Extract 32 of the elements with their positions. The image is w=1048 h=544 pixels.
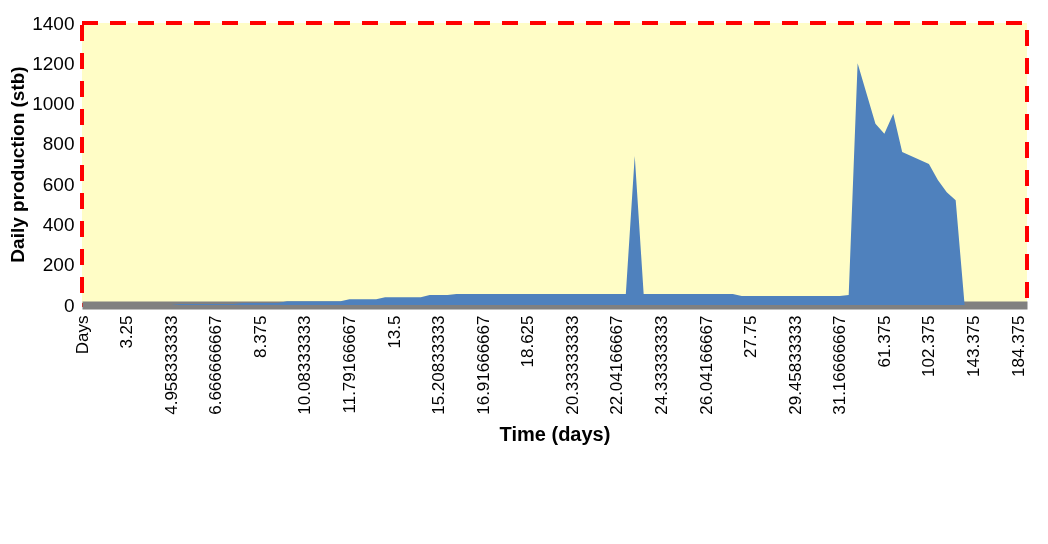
x-tick-label: 8.375 xyxy=(250,315,270,359)
y-tick-label: 1000 xyxy=(32,93,75,115)
x-tick-label: 13.5 xyxy=(384,315,404,349)
x-tick-label: 26.04166667 xyxy=(696,315,716,415)
x-tick-label: 22.04166667 xyxy=(607,315,627,415)
y-tick-label: 800 xyxy=(42,133,75,155)
y-tick-label: 0 xyxy=(63,294,75,316)
y-axis-title: Daily production (stb) xyxy=(7,66,29,263)
x-tick-label: 27.75 xyxy=(741,315,761,359)
y-tick-label: 600 xyxy=(42,173,75,195)
x-tick-label: 3.25 xyxy=(117,315,137,349)
x-tick-label: 6.666666667 xyxy=(206,315,226,415)
x-tick-label: 184.375 xyxy=(1008,315,1028,377)
x-tick-label: 20.33333333 xyxy=(562,315,582,415)
x-tick-label: 11.79166667 xyxy=(339,315,359,414)
y-tick-label: 1400 xyxy=(32,12,75,34)
x-tick-label: 102.375 xyxy=(919,315,939,377)
x-tick-label: 29.45833333 xyxy=(785,315,805,415)
x-tick-label: 31.16666667 xyxy=(830,315,850,415)
y-tick-label: 200 xyxy=(42,254,75,276)
x-axis-title: Time (days) xyxy=(499,422,611,445)
y-tick-label: 400 xyxy=(42,213,75,235)
x-tick-label: 10.08333333 xyxy=(295,315,315,415)
x-tick-label: 61.375 xyxy=(874,315,894,368)
x-tick-label: 18.625 xyxy=(518,315,538,368)
x-tick-label: 24.33333333 xyxy=(651,315,671,415)
x-tick-label: 15.20833333 xyxy=(429,315,449,415)
x-tick-label: 4.958333333 xyxy=(161,315,181,415)
x-tick-label: Days xyxy=(72,315,92,355)
x-tick-label: 16.91666667 xyxy=(473,315,493,415)
y-tick-label: 1200 xyxy=(32,52,75,74)
x-tick-label: 143.375 xyxy=(964,315,984,377)
